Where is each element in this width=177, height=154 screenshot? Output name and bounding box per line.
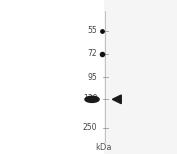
- Polygon shape: [112, 95, 121, 104]
- Text: 72: 72: [88, 49, 97, 58]
- Ellipse shape: [85, 96, 99, 102]
- Text: 250: 250: [83, 123, 97, 132]
- Text: 130: 130: [83, 94, 97, 103]
- Text: kDa: kDa: [95, 143, 112, 152]
- Bar: [0, 0, 104, 154]
- Bar: [104, 0, 177, 154]
- Text: 95: 95: [88, 73, 97, 81]
- Text: 55: 55: [88, 26, 97, 35]
